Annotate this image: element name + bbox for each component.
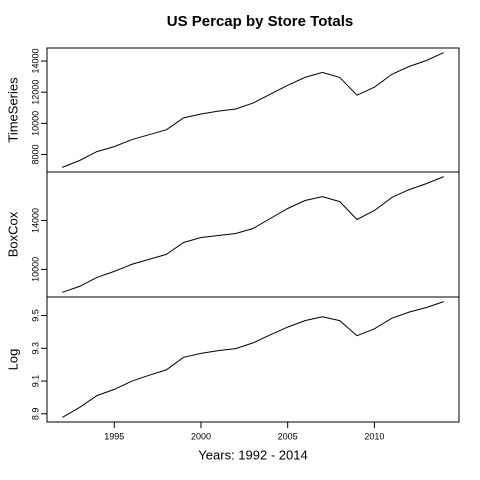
y-tick-label: 8000 [30, 145, 40, 165]
y-axis-label: Log [5, 349, 20, 371]
x-tick-label: 2000 [191, 431, 211, 441]
x-tick-label: 1995 [104, 431, 124, 441]
y-axis-label: TimeSeries [5, 77, 20, 143]
y-axis-label: BoxCox [5, 211, 20, 257]
line [62, 176, 444, 293]
y-tick-label: 10000 [30, 111, 40, 136]
y-tick-label: 14000 [30, 208, 40, 233]
line [62, 52, 444, 168]
y-tick-label: 14000 [30, 49, 40, 74]
line [62, 301, 444, 418]
y-tick-label: 9.3 [30, 342, 40, 355]
panel-frame [46, 296, 460, 423]
y-tick-label: 8.9 [30, 408, 40, 421]
chart-title: US Percap by Store Totals [167, 13, 353, 30]
y-tick-label: 9.5 [30, 309, 40, 322]
y-tick-label: 9.1 [30, 375, 40, 388]
x-tick-label: 2005 [278, 431, 298, 441]
x-tick-label: 2010 [364, 431, 384, 441]
y-tick-label: 10000 [30, 257, 40, 282]
y-tick-label: 12000 [30, 80, 40, 105]
x-axis-label: Years: 1992 - 2014 [198, 447, 307, 462]
